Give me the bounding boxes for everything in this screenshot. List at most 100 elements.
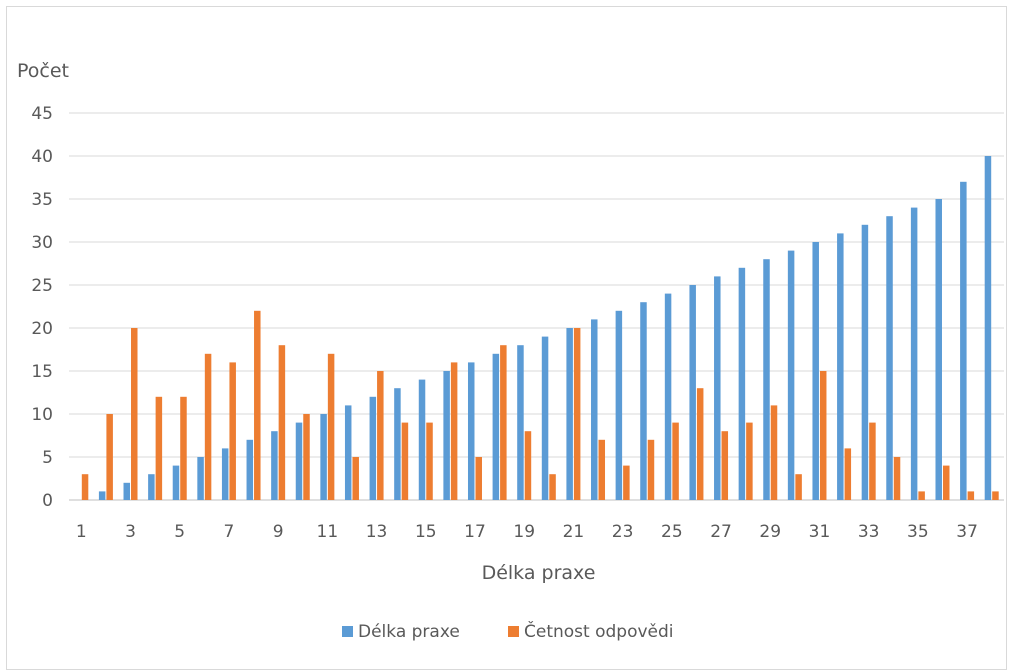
y-tick-label: 30 (31, 233, 53, 253)
bar-cetnost-odpovedi (475, 457, 482, 500)
bar-cetnost-odpovedi (229, 362, 236, 500)
x-tick-label: 21 (563, 522, 585, 542)
x-tick-label: 33 (858, 522, 880, 542)
bar-cetnost-odpovedi (450, 362, 458, 500)
bar-delka-praxe (123, 482, 131, 500)
x-tick-label: 29 (759, 522, 781, 542)
bar-cetnost-odpovedi (573, 328, 581, 500)
bar-delka-praxe (221, 448, 229, 500)
chart-frame: 0 5 10 15 20 25 30 35 40 45 1 3 5 7 9 11 13 15 17 19 21 23 25… (6, 6, 1007, 670)
bar-delka-praxe (246, 439, 254, 500)
bar-delka-praxe (320, 414, 327, 500)
bar-delka-praxe (197, 457, 204, 500)
y-tick-label: 15 (31, 362, 53, 382)
bar-delka-praxe (861, 224, 869, 501)
bar-delka-praxe (467, 362, 475, 500)
y-axis-title: Počet (17, 60, 69, 82)
bar-cetnost-odpovedi (180, 396, 187, 500)
bar-delka-praxe (98, 491, 106, 500)
legend-label: Délka praxe (358, 622, 460, 642)
x-tick-label: 27 (710, 522, 732, 542)
x-tick-label: 19 (513, 522, 535, 542)
bar-cetnost-odpovedi (819, 371, 827, 500)
bar-cetnost-odpovedi (524, 431, 532, 500)
bar-delka-praxe (640, 302, 647, 500)
x-tick-label: 9 (273, 522, 284, 542)
x-axis-ticks: 1 3 5 7 9 11 13 15 17 19 21 23 25 27 29 31 33 35 37 (76, 522, 978, 542)
bar-cetnost-odpovedi (967, 491, 975, 500)
bar-delka-praxe (738, 267, 746, 500)
bar-delka-praxe (812, 242, 819, 500)
x-tick-label: 7 (224, 522, 235, 542)
x-tick-label: 35 (907, 522, 929, 542)
bar-delka-praxe (935, 199, 942, 500)
x-tick-label: 11 (317, 522, 339, 542)
bar-cetnost-odpovedi (155, 396, 163, 500)
bar-delka-praxe (615, 310, 623, 500)
bar-delka-praxe (492, 353, 500, 500)
x-tick-label: 5 (174, 522, 185, 542)
bar-cetnost-odpovedi (254, 310, 261, 500)
y-tick-label: 45 (31, 104, 53, 124)
y-tick-label: 25 (31, 276, 53, 296)
bars (81, 156, 999, 501)
x-axis-title: Délka praxe (482, 562, 596, 584)
y-tick-label: 35 (31, 190, 53, 210)
x-tick-label: 37 (956, 522, 978, 542)
bar-delka-praxe (148, 474, 155, 500)
bar-delka-praxe (787, 250, 795, 500)
bar-cetnost-odpovedi (721, 431, 729, 500)
bar-cetnost-odpovedi (795, 474, 802, 500)
x-tick-label: 31 (809, 522, 831, 542)
bar-cetnost-odpovedi (992, 491, 999, 500)
bar-delka-praxe (394, 388, 401, 500)
x-tick-label: 25 (661, 522, 683, 542)
bar-delka-praxe (714, 276, 721, 500)
legend-swatch (342, 626, 353, 637)
x-tick-label: 1 (76, 522, 87, 542)
bar-delka-praxe (271, 431, 278, 500)
y-tick-label: 5 (42, 448, 53, 468)
bar-cetnost-odpovedi (942, 465, 950, 500)
bar-delka-praxe (960, 181, 967, 501)
legend-swatch (508, 626, 519, 637)
y-axis-ticks: 0 5 10 15 20 25 30 35 40 45 (31, 104, 53, 511)
bar-delka-praxe (664, 293, 672, 500)
bar-cetnost-odpovedi (647, 439, 655, 500)
y-tick-label: 0 (42, 491, 53, 511)
bar-cetnost-odpovedi (81, 474, 89, 500)
x-tick-label: 3 (125, 522, 136, 542)
bar-delka-praxe (541, 336, 549, 500)
bar-cetnost-odpovedi (623, 465, 630, 500)
bar-delka-praxe (910, 207, 918, 500)
legend: Délka praxe Četnost odpovědi (342, 620, 674, 642)
bar-cetnost-odpovedi (500, 345, 507, 500)
bar-delka-praxe (295, 422, 303, 500)
bar-delka-praxe (172, 465, 180, 500)
y-tick-label: 10 (31, 405, 53, 425)
bar-delka-praxe (591, 319, 598, 500)
bar-cetnost-odpovedi (893, 457, 901, 500)
bar-delka-praxe (344, 405, 352, 500)
bar-cetnost-odpovedi (327, 353, 335, 500)
bar-cetnost-odpovedi (869, 422, 876, 500)
bar-cetnost-odpovedi (278, 345, 286, 500)
bar-cetnost-odpovedi (426, 422, 433, 500)
bar-cetnost-odpovedi (131, 328, 138, 500)
bar-cetnost-odpovedi (401, 422, 409, 500)
bar-delka-praxe (418, 379, 426, 500)
y-tick-label: 40 (31, 147, 53, 167)
bar-delka-praxe (517, 345, 524, 500)
x-tick-label: 15 (415, 522, 437, 542)
bar-delka-praxe (689, 285, 696, 500)
legend-label: Četnost odpovědi (524, 620, 674, 642)
bar-cetnost-odpovedi (377, 371, 384, 500)
bar-cetnost-odpovedi (696, 388, 704, 500)
bar-cetnost-odpovedi (918, 491, 925, 500)
x-tick-label: 23 (612, 522, 634, 542)
bar-cetnost-odpovedi (352, 457, 359, 500)
bar-delka-praxe (886, 216, 893, 500)
x-tick-label: 13 (366, 522, 388, 542)
bar-delka-praxe (369, 396, 377, 500)
